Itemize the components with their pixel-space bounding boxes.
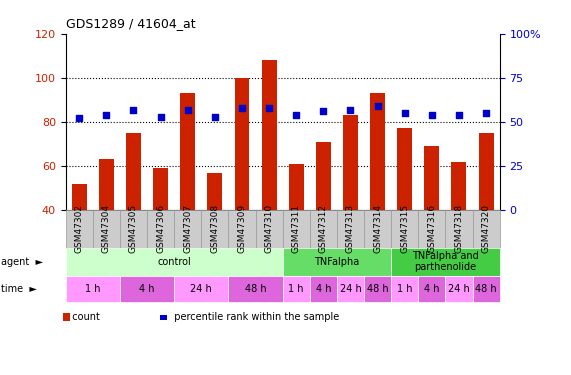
Bar [207,172,222,210]
Text: GSM47316: GSM47316 [427,204,436,254]
Point [264,105,274,111]
Text: 24 h: 24 h [340,284,361,294]
Text: count: count [66,312,99,322]
Bar [262,60,276,210]
Bar [235,78,250,210]
Text: GSM47308: GSM47308 [210,204,219,254]
Bar [452,162,467,210]
Bar [72,184,87,210]
Text: GSM47304: GSM47304 [102,204,111,253]
Point [102,112,111,118]
Text: GSM47305: GSM47305 [129,204,138,254]
Text: GSM47311: GSM47311 [292,204,301,254]
Text: GSM47309: GSM47309 [238,204,247,254]
Bar [370,93,385,210]
Text: 24 h: 24 h [448,284,470,294]
Bar [316,142,331,210]
Text: 48 h: 48 h [367,284,388,294]
Point [158,314,167,320]
Point [210,114,219,120]
Bar [99,159,114,210]
Bar [424,146,439,210]
Point [156,114,165,120]
Point [183,106,192,112]
Text: GSM47320: GSM47320 [481,204,490,253]
Text: 48 h: 48 h [245,284,266,294]
Bar [478,133,493,210]
Point [373,103,382,109]
Bar [397,129,412,210]
Bar [126,133,141,210]
Text: GSM47313: GSM47313 [346,204,355,254]
Text: agent  ►: agent ► [1,256,43,267]
Text: GSM47314: GSM47314 [373,204,382,253]
Point [400,110,409,116]
Point [481,110,490,116]
Text: 1 h: 1 h [85,284,100,294]
Text: percentile rank within the sample: percentile rank within the sample [168,312,340,322]
Point [238,105,247,111]
Text: 48 h: 48 h [475,284,497,294]
Text: GSM47315: GSM47315 [400,204,409,254]
Bar [289,164,304,210]
Point [346,106,355,112]
Text: 1 h: 1 h [397,284,412,294]
Point [292,112,301,118]
Text: GSM47302: GSM47302 [75,204,84,253]
Text: 4 h: 4 h [316,284,331,294]
Text: GSM47312: GSM47312 [319,204,328,253]
Bar [343,115,358,210]
Text: GSM47307: GSM47307 [183,204,192,254]
Text: GSM47318: GSM47318 [455,204,464,254]
Text: 4 h: 4 h [139,284,155,294]
Text: TNFalpha: TNFalpha [314,256,360,267]
Text: TNFalpha and
parthenolide: TNFalpha and parthenolide [412,251,478,272]
Text: GDS1289 / 41604_at: GDS1289 / 41604_at [66,17,195,30]
Text: 1 h: 1 h [288,284,304,294]
Text: 24 h: 24 h [190,284,212,294]
Point [129,106,138,112]
Bar [180,93,195,210]
Point [455,112,464,118]
Text: GSM47310: GSM47310 [264,204,274,254]
Text: time  ►: time ► [1,284,37,294]
Point [75,116,84,122]
Text: 4 h: 4 h [424,284,440,294]
Text: control: control [157,256,191,267]
Point [319,108,328,114]
Bar [153,168,168,210]
Point [427,112,436,118]
Text: GSM47306: GSM47306 [156,204,165,254]
